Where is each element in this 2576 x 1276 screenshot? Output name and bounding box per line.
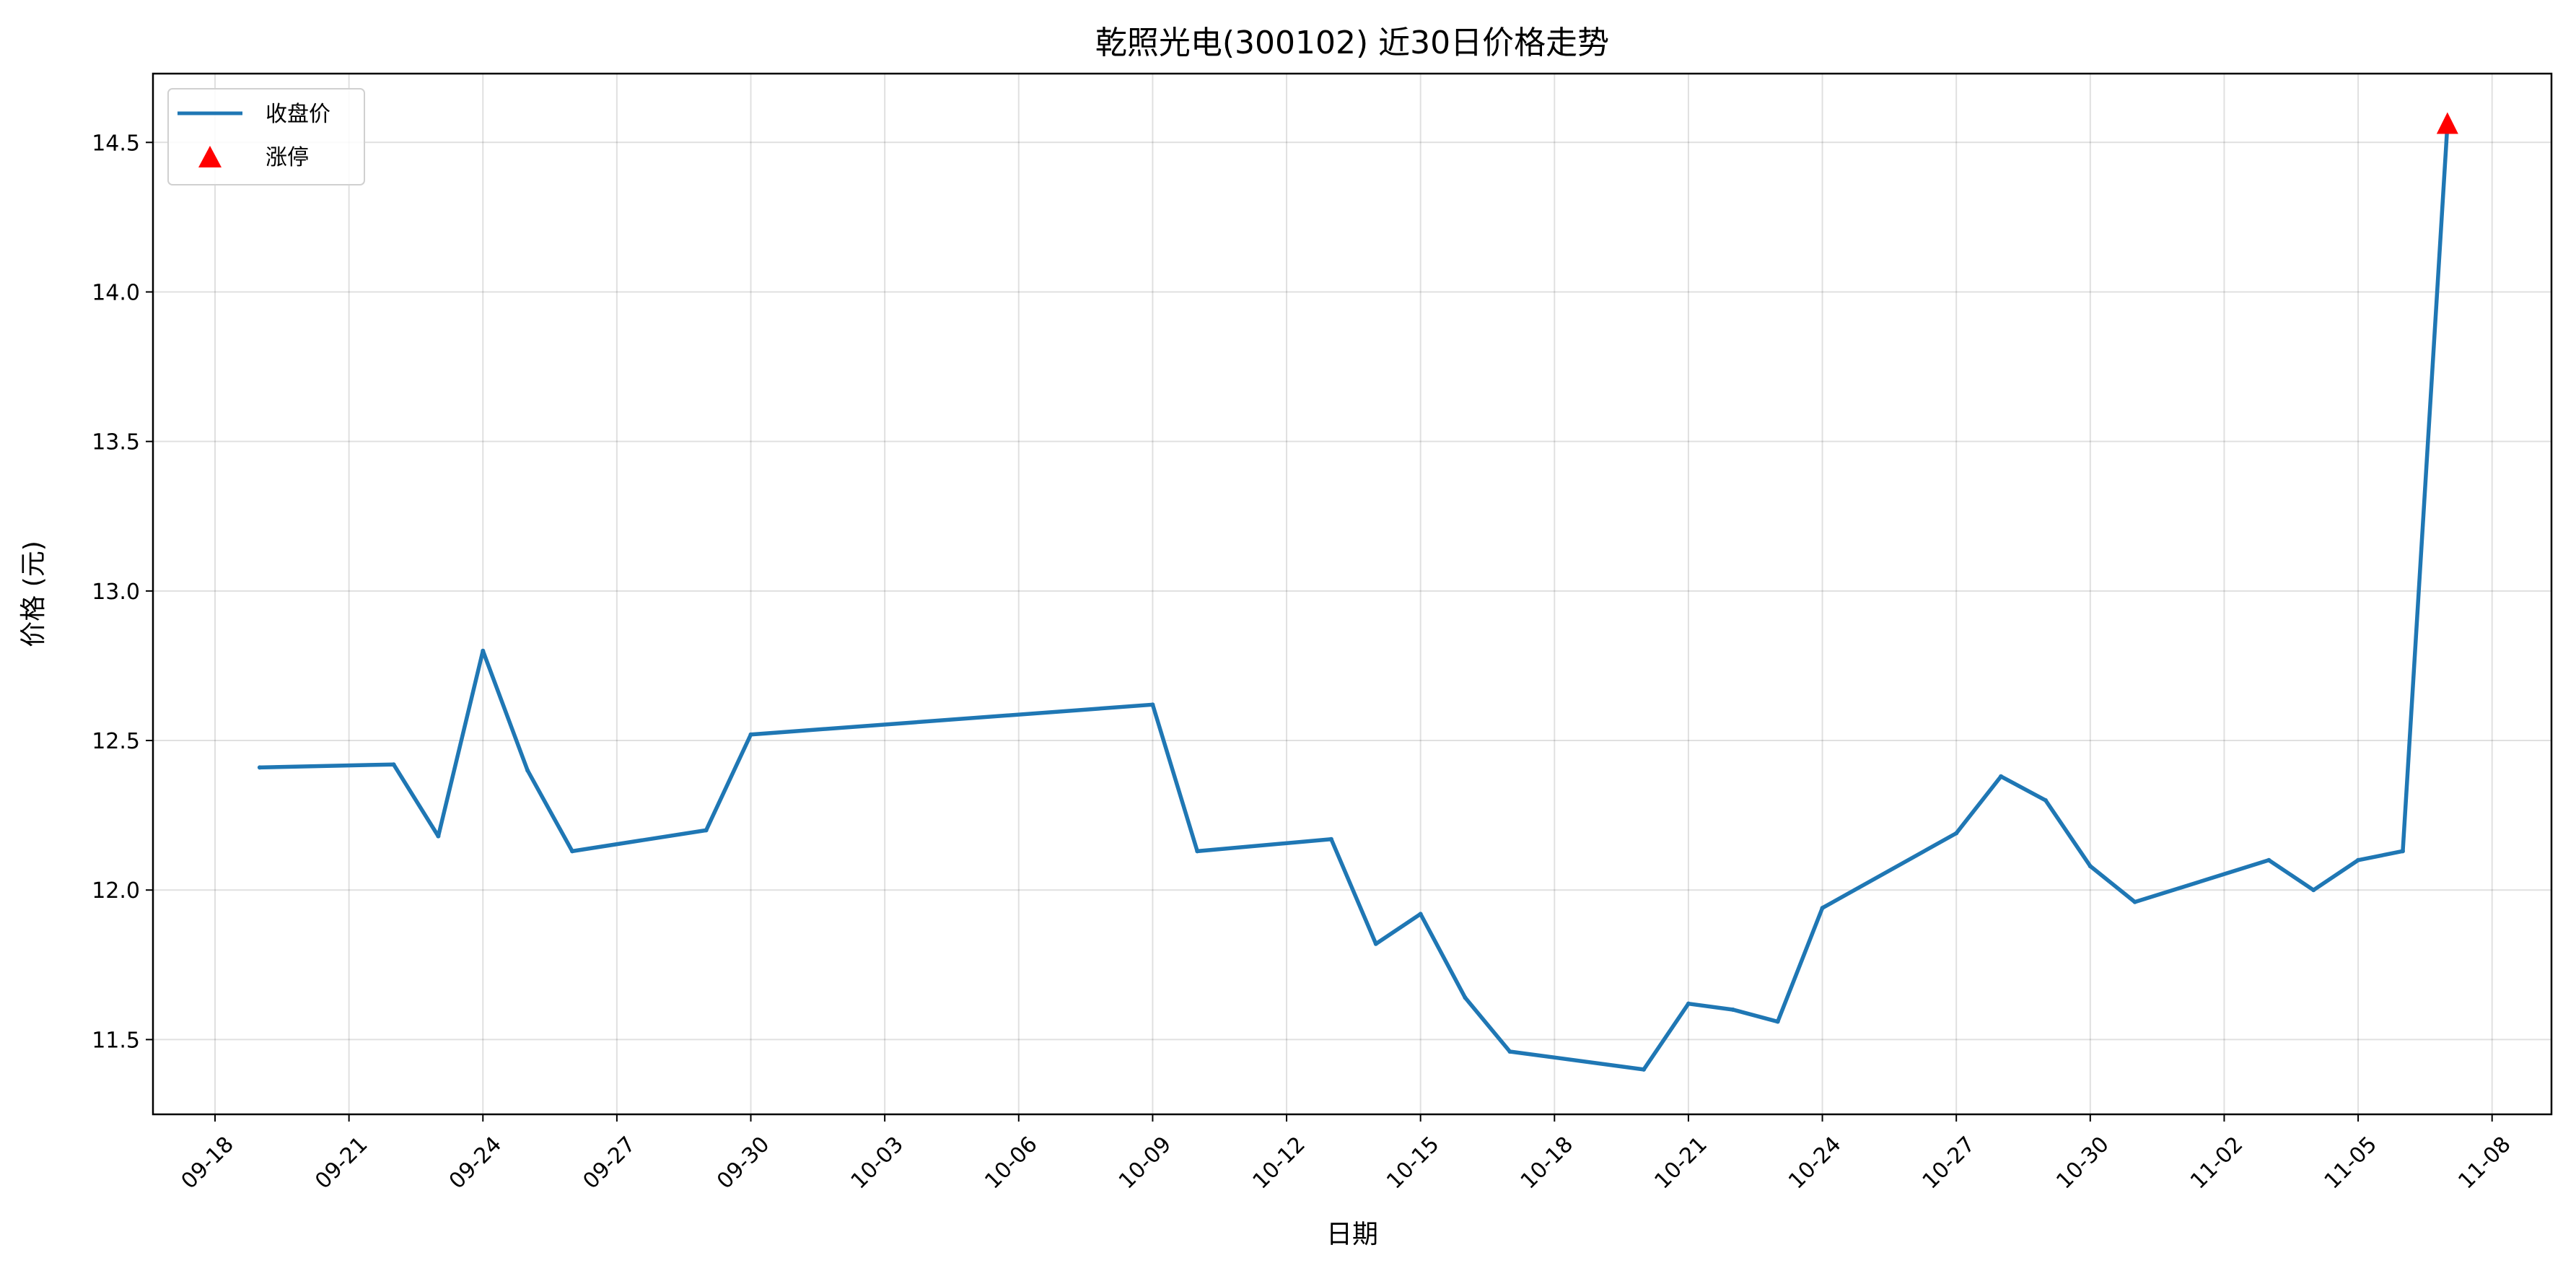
- x-tick-label: 10-21: [1650, 1132, 1712, 1194]
- limit-up-marker: [2436, 112, 2458, 134]
- close-price-point: [1820, 906, 1825, 911]
- x-tick-label: 10-24: [1784, 1132, 1846, 1194]
- close-price-point: [2356, 857, 2361, 862]
- close-price-point: [1730, 1007, 1735, 1012]
- close-price-point: [1642, 1067, 1647, 1072]
- x-tick-label: 11-02: [2186, 1132, 2248, 1194]
- y-tick-label: 14.0: [92, 280, 140, 305]
- close-price-point: [704, 828, 709, 833]
- close-price-point: [570, 849, 575, 854]
- close-price-line: [259, 124, 2450, 1072]
- y-tick-label: 14.5: [92, 131, 140, 156]
- x-tick-label: 09-24: [444, 1132, 507, 1194]
- y-tick-label: 13.0: [92, 580, 140, 605]
- y-tick-label: 12.5: [92, 729, 140, 754]
- y-tick-label: 13.5: [92, 430, 140, 455]
- close-price-point: [481, 648, 486, 653]
- close-price-point: [1328, 836, 1333, 842]
- x-tick-label: 10-09: [1114, 1132, 1176, 1194]
- x-tick-label: 10-06: [980, 1132, 1042, 1194]
- close-price-point: [391, 762, 396, 767]
- close-price-point: [1373, 941, 1378, 946]
- x-tick-label: 09-30: [712, 1132, 774, 1194]
- close-price-point: [2400, 849, 2405, 854]
- close-price-point: [1686, 1001, 1691, 1006]
- series-layer: [257, 112, 2458, 1072]
- y-tick-label: 11.5: [92, 1028, 140, 1053]
- plot-frame: [152, 72, 2553, 1116]
- close-price-point: [2266, 857, 2271, 862]
- x-tick-label: 10-12: [1248, 1132, 1310, 1194]
- x-tick-label: 09-21: [310, 1132, 372, 1194]
- x-axis-label: 日期: [1326, 1220, 1378, 1249]
- close-price-point: [525, 768, 530, 773]
- close-price-point: [1999, 774, 2004, 779]
- close-price-point: [257, 765, 262, 770]
- close-price-point: [2043, 798, 2048, 803]
- close-price-point: [2132, 899, 2137, 904]
- legend-triangle-swatch: [198, 146, 222, 167]
- close-price-point: [2087, 864, 2093, 869]
- chart-title: 乾照光电(300102) 近30日价格走势: [1095, 25, 1609, 61]
- x-axis-ticks: 09-18 09-21 09-24 09-27 09-30 10-03 10-06 10-09…: [177, 1114, 2516, 1194]
- close-price-point: [1463, 995, 1468, 1000]
- x-tick-label: 10-18: [1516, 1132, 1578, 1194]
- x-tick-label: 10-27: [1918, 1132, 1980, 1194]
- y-tick-label: 12.0: [92, 878, 140, 904]
- legend-label-limit-up: 涨停: [266, 145, 309, 170]
- x-tick-label: 09-18: [177, 1132, 239, 1194]
- close-price-point: [1150, 702, 1155, 707]
- x-tick-label: 10-30: [2051, 1132, 2113, 1194]
- close-price-point: [1418, 912, 1423, 917]
- legend: 收盘价 涨停: [167, 88, 365, 185]
- x-tick-label: 09-27: [578, 1132, 640, 1194]
- close-price-point: [748, 732, 753, 737]
- legend-label-close: 收盘价: [266, 102, 330, 127]
- close-price-point: [1507, 1049, 1512, 1054]
- close-price-point: [2311, 888, 2316, 893]
- x-tick-label: 10-03: [846, 1132, 908, 1194]
- y-axis-ticks: 11.5 12.0 12.5 13.0 13.5 14.0 14.5: [92, 131, 153, 1053]
- close-price-point: [1954, 831, 1959, 836]
- x-tick-label: 11-08: [2453, 1132, 2515, 1194]
- grid: [153, 74, 2551, 1114]
- x-tick-label: 11-05: [2320, 1132, 2382, 1194]
- close-price-point: [1775, 1019, 1780, 1024]
- y-axis-label: 价格 (元): [19, 541, 48, 647]
- close-price-point: [436, 834, 441, 839]
- close-price-point: [1195, 849, 1200, 854]
- x-tick-label: 10-15: [1382, 1132, 1444, 1194]
